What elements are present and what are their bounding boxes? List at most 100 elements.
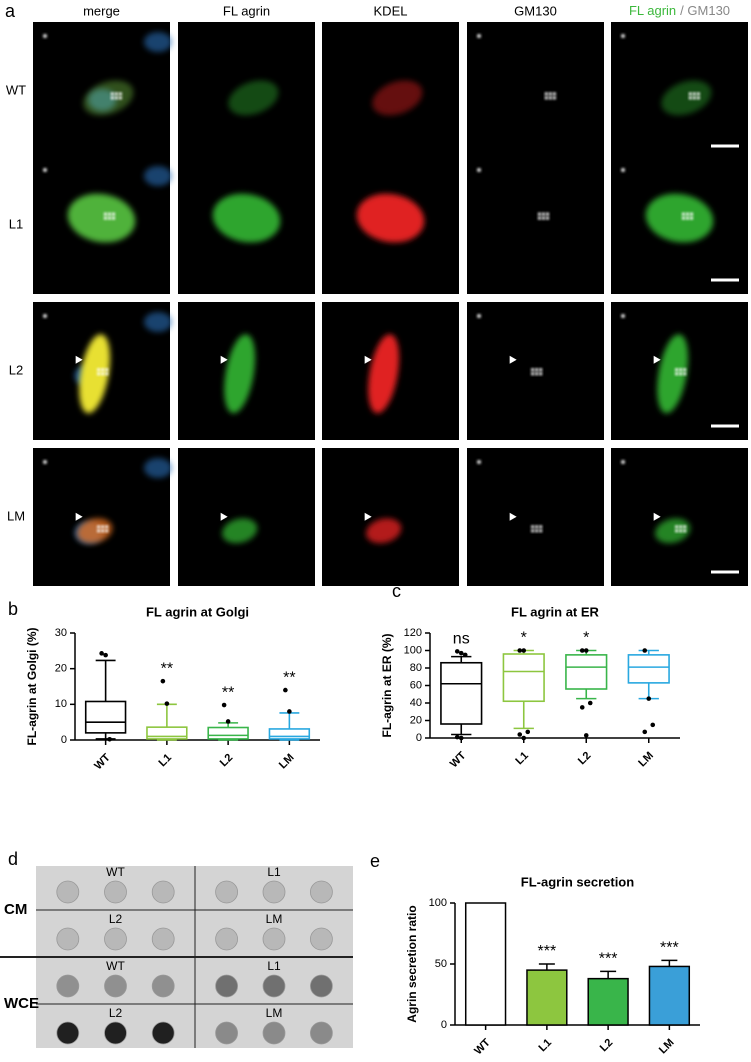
cell: [621, 460, 691, 544]
outlier: [579, 648, 585, 653]
x-tick-label: LM: [277, 752, 297, 772]
golgi-spot: [531, 529, 535, 533]
golgi-spot: [535, 372, 539, 376]
blot-dot: [56, 1021, 80, 1045]
golgi-spot: [110, 92, 114, 96]
golgi-spot: [539, 529, 543, 533]
golgi-spot: [679, 525, 683, 529]
cell: [477, 168, 550, 220]
golgi-spot: [118, 92, 122, 96]
significance: **: [161, 660, 173, 677]
outlier: [287, 709, 292, 714]
cell-body: [212, 193, 281, 243]
blot-lane-label: LM: [266, 1006, 283, 1020]
cell: [477, 34, 556, 100]
row-label: LM: [7, 508, 25, 523]
golgi-spot: [692, 92, 696, 96]
outlier: [650, 722, 656, 728]
cell-body: [83, 80, 134, 116]
cell: [372, 80, 423, 116]
nucleus: [144, 166, 172, 186]
chart-title: FL agrin at ER: [511, 604, 599, 619]
golgi-spot: [696, 92, 700, 96]
golgi-spot: [107, 216, 112, 220]
y-axis-label: FL-agrin at Golgi (%): [25, 628, 39, 746]
panel-a: merge FL agrin KDEL GM130 FL agrin / GM130 WT L…: [6, 3, 748, 586]
micrograph: [611, 448, 748, 586]
y-tick-label: 120: [404, 627, 422, 639]
outlier: [521, 735, 527, 741]
box: [440, 661, 483, 725]
cell: [477, 314, 543, 376]
box: [565, 654, 608, 690]
outlier: [642, 648, 648, 653]
column-header: merge: [83, 3, 120, 18]
y-tick-label: 50: [435, 958, 447, 970]
nucleus: [144, 32, 172, 52]
significance: *: [521, 630, 527, 647]
cell-body: [368, 334, 400, 414]
outlier: [454, 734, 460, 740]
golgi-spot: [477, 34, 481, 38]
cell: [43, 32, 172, 116]
blot-dot: [151, 974, 175, 998]
outlier: [99, 651, 104, 656]
arrowhead: [653, 512, 661, 521]
cell: [212, 193, 281, 243]
cell-body: [76, 518, 113, 544]
cell-body: [79, 334, 111, 414]
y-axis-label: Agrin secretion ratio: [405, 905, 419, 1022]
cell-body: [645, 193, 714, 243]
golgi-spot: [105, 525, 109, 529]
outlier: [583, 648, 589, 653]
header-part: / GM130: [680, 3, 730, 18]
bar: [526, 969, 568, 1026]
cell-body: [372, 80, 423, 116]
golgi-spot: [103, 212, 108, 216]
column-header: FL agrin: [223, 3, 270, 18]
golgi-spot: [675, 372, 679, 376]
golgi-spot: [43, 34, 47, 38]
golgi-spot: [683, 529, 687, 533]
y-tick-label: 80: [410, 662, 422, 674]
golgi-spot: [114, 96, 118, 100]
cell: [220, 512, 258, 544]
golgi-spot: [685, 216, 690, 220]
blot-dot: [215, 1021, 239, 1045]
golgi-spot: [539, 372, 543, 376]
golgi-spot: [675, 368, 679, 372]
blot-dot: [215, 880, 239, 904]
blot-dot: [262, 974, 286, 998]
outlier: [517, 648, 523, 653]
column-header: FL agrin / GM130: [629, 3, 730, 18]
cell: [220, 334, 256, 414]
golgi-spot: [97, 372, 101, 376]
x-tick-label: LM: [636, 750, 656, 770]
golgi-spot: [541, 216, 546, 220]
x-tick-label: WT: [448, 749, 469, 770]
box: [268, 728, 311, 740]
golgi-spot: [531, 368, 535, 372]
golgi-spot: [43, 460, 47, 464]
blot-dot: [104, 927, 127, 951]
box: [84, 700, 127, 734]
blot-lane-label: WT: [106, 865, 125, 879]
golgi-spot: [477, 168, 481, 172]
y-tick-label: 0: [416, 732, 422, 744]
golgi-spot: [683, 372, 687, 376]
blot-dot: [215, 927, 239, 951]
golgi-spot: [97, 525, 101, 529]
y-tick-label: 0: [61, 734, 67, 746]
golgi-spot: [537, 216, 542, 220]
significance: ***: [599, 951, 618, 968]
golgi-spot: [545, 212, 550, 216]
arrowhead: [653, 355, 661, 364]
significance: ns: [453, 631, 470, 648]
outlier: [160, 678, 166, 684]
outlier: [164, 701, 170, 706]
y-tick-label: 20: [55, 663, 67, 675]
outlier: [458, 650, 464, 656]
blot-dot: [262, 880, 286, 904]
cell-body: [657, 334, 689, 414]
cell: [364, 512, 402, 544]
